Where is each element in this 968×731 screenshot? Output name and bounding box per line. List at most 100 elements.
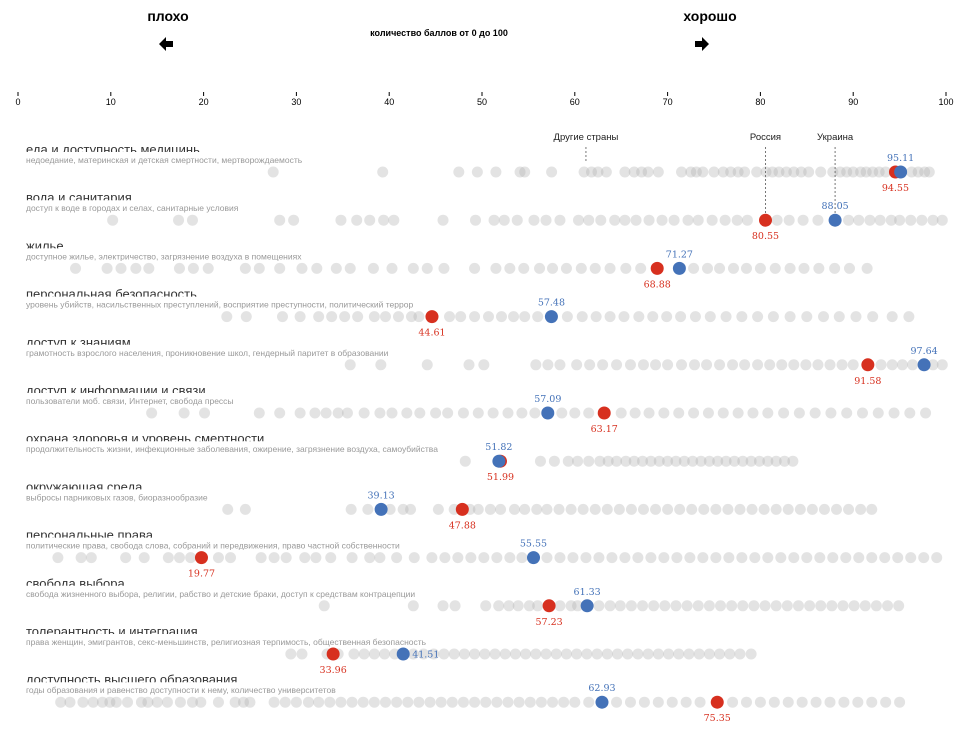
other-country-dot	[302, 696, 314, 708]
other-country-dot	[589, 262, 601, 274]
other-country-dot	[130, 262, 142, 274]
other-country-dot	[637, 359, 649, 371]
other-country-dot	[255, 552, 267, 564]
other-country-dot	[692, 214, 704, 226]
other-country-dot	[318, 600, 330, 612]
other-country-dot	[643, 407, 655, 419]
other-country-dot	[453, 166, 465, 178]
legend-ukraine: Украина	[817, 132, 854, 143]
other-country-dot	[499, 648, 511, 660]
other-country-dot	[407, 600, 419, 612]
other-country-dot	[620, 455, 632, 467]
other-country-dot	[722, 503, 734, 515]
other-country-dot	[330, 262, 342, 274]
other-country-dot	[919, 166, 931, 178]
other-country-dot	[358, 407, 370, 419]
row-subtitle: доступ к воде в городах и селах, санитар…	[26, 203, 239, 213]
other-country-dot	[52, 552, 64, 564]
other-country-dot	[782, 503, 794, 515]
other-country-dot	[814, 552, 826, 564]
other-country-dot	[437, 214, 449, 226]
other-country-dot	[740, 262, 752, 274]
other-country-dot	[513, 696, 525, 708]
ukraine-dot	[672, 261, 686, 275]
other-country-dot	[826, 600, 838, 612]
other-country-dot	[344, 359, 356, 371]
other-country-dot	[740, 696, 752, 708]
other-country-dot	[110, 696, 122, 708]
other-country-dot	[732, 166, 744, 178]
other-country-dot	[615, 407, 627, 419]
other-country-dot	[573, 214, 585, 226]
other-country-dot	[448, 648, 460, 660]
other-country-dot	[96, 696, 108, 708]
other-country-dot	[726, 600, 738, 612]
other-country-dot	[732, 407, 744, 419]
bad-label: плохо	[147, 8, 188, 24]
other-country-dot	[593, 552, 605, 564]
other-country-dot	[238, 696, 250, 708]
other-country-dot	[519, 166, 531, 178]
other-country-dot	[352, 311, 364, 323]
row-subtitle: свобода жизненного выбора, религии, рабс…	[26, 589, 415, 599]
other-country-dot	[625, 600, 637, 612]
other-country-dot	[572, 600, 584, 612]
other-country-dot	[604, 262, 616, 274]
other-country-dot	[768, 696, 780, 708]
other-country-dot	[824, 696, 836, 708]
russia-value-label: 80.55	[752, 231, 779, 242]
ukraine-dot	[917, 358, 931, 372]
other-country-dot	[279, 696, 291, 708]
other-country-dot	[824, 359, 836, 371]
other-country-dot	[753, 455, 765, 467]
other-country-dot	[882, 600, 894, 612]
other-country-dot	[673, 648, 685, 660]
other-country-dot	[358, 648, 370, 660]
ukraine-value-label: 71.27	[666, 249, 693, 260]
other-country-dot	[524, 696, 536, 708]
other-country-dot	[212, 552, 224, 564]
other-country-dot	[784, 311, 796, 323]
other-country-dot	[379, 696, 391, 708]
other-country-dot	[581, 648, 593, 660]
other-country-dot	[584, 359, 596, 371]
other-country-dot	[351, 214, 363, 226]
other-country-dot	[77, 696, 89, 708]
russia-value-label: 57.23	[535, 617, 562, 628]
other-country-dot	[534, 455, 546, 467]
other-country-dot	[690, 166, 702, 178]
other-country-dot	[762, 455, 774, 467]
other-country-dot	[866, 696, 878, 708]
other-country-dot	[636, 166, 648, 178]
other-country-dot	[818, 503, 830, 515]
other-country-dot	[703, 600, 715, 612]
other-country-dot	[463, 359, 475, 371]
other-country-dot	[438, 262, 450, 274]
other-country-dot	[668, 214, 680, 226]
other-country-dot	[368, 696, 380, 708]
other-country-dot	[719, 214, 731, 226]
other-country-dot	[689, 311, 701, 323]
other-country-dot	[698, 503, 710, 515]
other-country-dot	[787, 455, 799, 467]
other-country-dot	[843, 214, 855, 226]
other-country-dot	[747, 407, 759, 419]
other-country-dot	[751, 166, 763, 178]
other-country-dot	[682, 214, 694, 226]
russia-value-label: 63.17	[591, 424, 618, 435]
other-country-dot	[601, 503, 613, 515]
other-country-dot	[724, 648, 736, 660]
ukraine-value-label: 57.09	[534, 394, 561, 405]
other-country-dot	[311, 262, 323, 274]
other-country-dot	[296, 262, 308, 274]
x-axis: 0 10 20 30 40 50 60 70 80 90 100	[15, 92, 954, 107]
x-tick-label: 20	[199, 97, 209, 107]
legend-annotations: Другие страны Россия Украина	[554, 132, 854, 215]
other-country-dot	[516, 552, 528, 564]
other-country-dot	[800, 359, 812, 371]
other-country-dot	[239, 503, 251, 515]
other-country-dot	[392, 311, 404, 323]
